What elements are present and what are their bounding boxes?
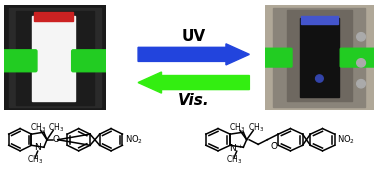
Circle shape [316,75,323,82]
Text: O: O [53,135,60,144]
Bar [300,18,339,97]
Text: CH$_3$: CH$_3$ [29,121,46,134]
Text: $^-$: $^-$ [271,140,278,146]
FancyBboxPatch shape [340,48,376,67]
FancyArrow shape [138,72,249,93]
Circle shape [357,59,366,67]
FancyBboxPatch shape [72,50,108,72]
Bar [33,16,75,101]
Text: NO$_2$: NO$_2$ [125,133,143,146]
Bar [273,8,366,107]
Text: O: O [271,142,278,151]
Bar [287,10,352,101]
Text: Vis.: Vis. [178,93,209,108]
Text: CH$_3$: CH$_3$ [48,121,64,134]
Text: CH$_3$: CH$_3$ [229,121,245,134]
Text: N$^+$: N$^+$ [229,142,244,154]
Bar [301,16,338,24]
Bar [34,12,73,21]
Bar [16,11,94,104]
FancyBboxPatch shape [262,48,292,67]
FancyBboxPatch shape [1,50,37,72]
Text: UV: UV [182,29,206,44]
FancyArrow shape [138,44,249,65]
Text: CH$_3$: CH$_3$ [248,121,265,134]
Text: N: N [34,143,41,152]
Text: NO$_2$: NO$_2$ [337,133,355,146]
Text: CH$_3$: CH$_3$ [226,154,242,166]
Circle shape [357,33,366,41]
Text: CH$_3$: CH$_3$ [27,154,43,166]
Circle shape [357,80,366,88]
